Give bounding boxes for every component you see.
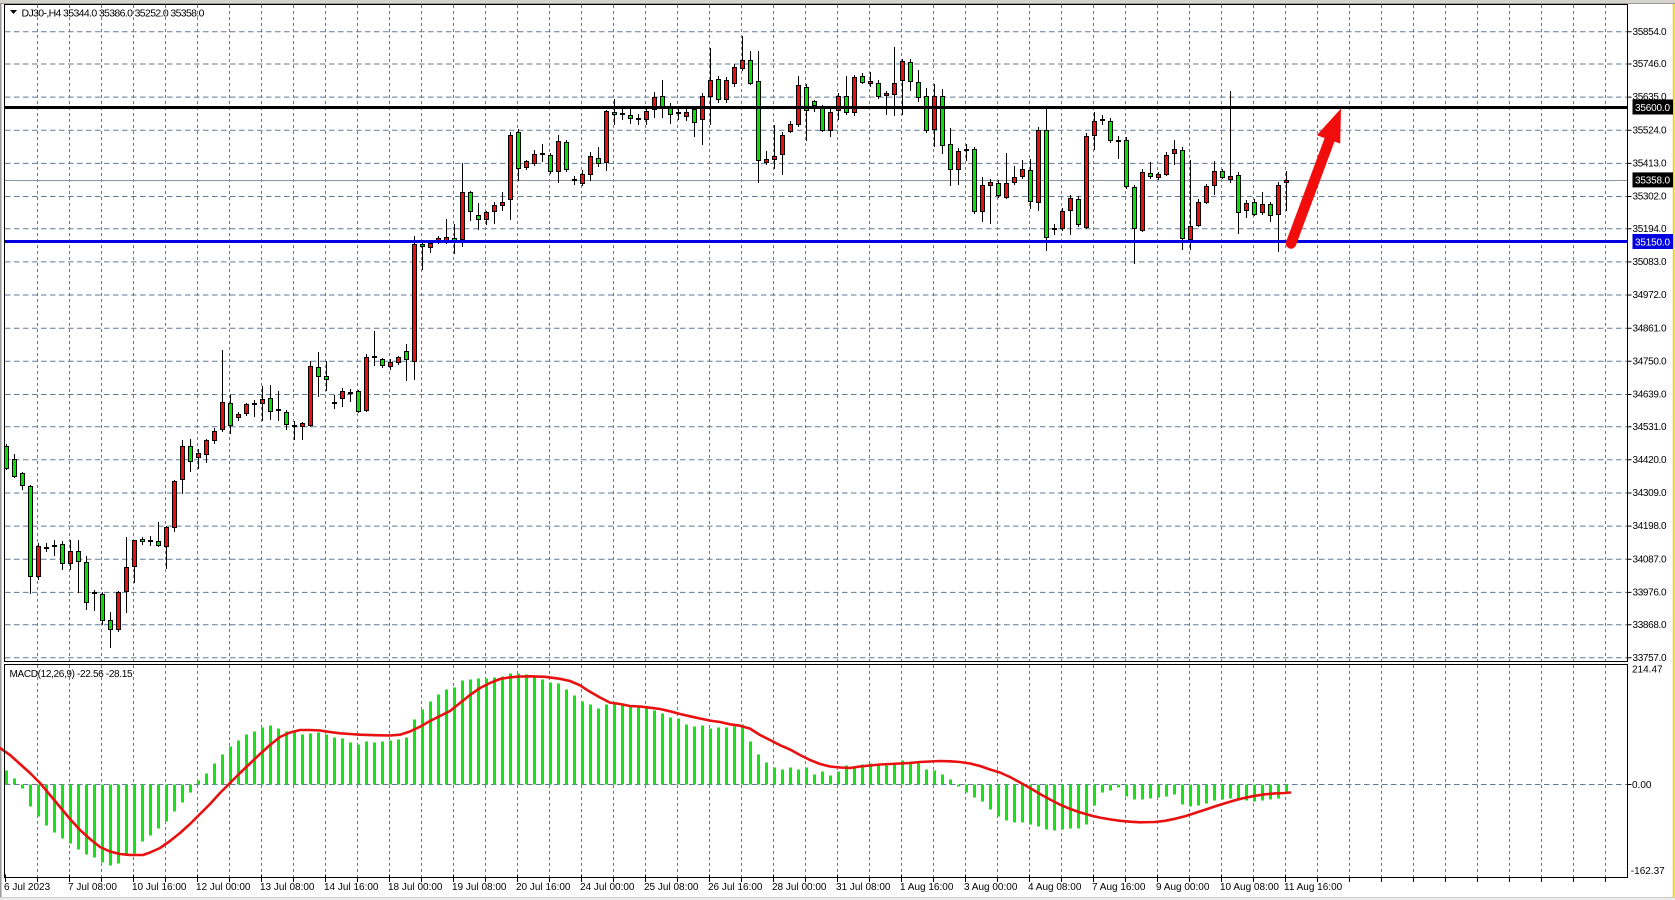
svg-text:35635.0: 35635.0 <box>1633 92 1667 103</box>
svg-text:24 Jul 00:00: 24 Jul 00:00 <box>580 882 635 893</box>
svg-text:31 Jul 08:00: 31 Jul 08:00 <box>836 882 891 893</box>
svg-text:25 Jul 08:00: 25 Jul 08:00 <box>644 882 699 893</box>
svg-text:34972.0: 34972.0 <box>1633 290 1667 301</box>
svg-text:35746.0: 35746.0 <box>1633 59 1667 70</box>
svg-text:6 Jul 2023: 6 Jul 2023 <box>4 882 51 893</box>
svg-text:35150.0: 35150.0 <box>1635 237 1670 248</box>
svg-text:34531.0: 34531.0 <box>1633 422 1667 433</box>
svg-text:34087.0: 34087.0 <box>1633 554 1667 565</box>
svg-text:28 Jul 00:00: 28 Jul 00:00 <box>772 882 827 893</box>
svg-text:35600.0: 35600.0 <box>1635 103 1670 114</box>
svg-text:1 Aug 16:00: 1 Aug 16:00 <box>900 882 954 893</box>
svg-text:10 Aug 08:00: 10 Aug 08:00 <box>1220 882 1279 893</box>
svg-text:18 Jul 00:00: 18 Jul 00:00 <box>388 882 443 893</box>
svg-text:34750.0: 34750.0 <box>1633 356 1667 367</box>
svg-text:35194.0: 35194.0 <box>1633 224 1667 235</box>
svg-text:13 Jul 08:00: 13 Jul 08:00 <box>260 882 315 893</box>
svg-text:10 Jul 16:00: 10 Jul 16:00 <box>132 882 187 893</box>
svg-text:33976.0: 33976.0 <box>1633 588 1667 599</box>
svg-text:3 Aug 00:00: 3 Aug 00:00 <box>964 882 1018 893</box>
svg-text:9 Aug 00:00: 9 Aug 00:00 <box>1156 882 1210 893</box>
svg-text:34420.0: 34420.0 <box>1633 455 1667 466</box>
svg-text:4 Aug 08:00: 4 Aug 08:00 <box>1028 882 1082 893</box>
svg-text:-162.37: -162.37 <box>1631 866 1665 877</box>
svg-text:35413.0: 35413.0 <box>1633 159 1667 170</box>
svg-text:19 Jul 08:00: 19 Jul 08:00 <box>452 882 507 893</box>
svg-text:34309.0: 34309.0 <box>1633 488 1667 499</box>
svg-text:33757.0: 33757.0 <box>1633 653 1667 664</box>
svg-text:11 Aug 16:00: 11 Aug 16:00 <box>1284 882 1343 893</box>
svg-text:14 Jul 16:00: 14 Jul 16:00 <box>324 882 379 893</box>
svg-text:DJ30-,H4 35344.0 35386.0 3525: DJ30-,H4 35344.0 35386.0 35252.0 35358.0 <box>22 7 205 19</box>
svg-text:35524.0: 35524.0 <box>1633 125 1667 136</box>
svg-text:0.00: 0.00 <box>1632 780 1652 791</box>
svg-text:MACD(12,26,9) -22.56 -28.15: MACD(12,26,9) -22.56 -28.15 <box>10 669 133 680</box>
svg-text:12 Jul 00:00: 12 Jul 00:00 <box>196 882 251 893</box>
svg-text:34639.0: 34639.0 <box>1633 390 1667 401</box>
svg-text:35358.0: 35358.0 <box>1635 176 1670 187</box>
svg-text:33868.0: 33868.0 <box>1633 620 1667 631</box>
svg-text:20 Jul 16:00: 20 Jul 16:00 <box>516 882 571 893</box>
svg-text:214.47: 214.47 <box>1632 665 1663 676</box>
svg-text:7 Jul 08:00: 7 Jul 08:00 <box>68 882 117 893</box>
svg-text:35083.0: 35083.0 <box>1633 257 1667 268</box>
svg-text:26 Jul 16:00: 26 Jul 16:00 <box>708 882 763 893</box>
svg-text:35854.0: 35854.0 <box>1633 27 1667 38</box>
svg-text:7 Aug 16:00: 7 Aug 16:00 <box>1092 882 1146 893</box>
svg-text:34861.0: 34861.0 <box>1633 323 1667 334</box>
svg-text:34198.0: 34198.0 <box>1633 521 1667 532</box>
svg-text:35302.0: 35302.0 <box>1633 192 1667 203</box>
